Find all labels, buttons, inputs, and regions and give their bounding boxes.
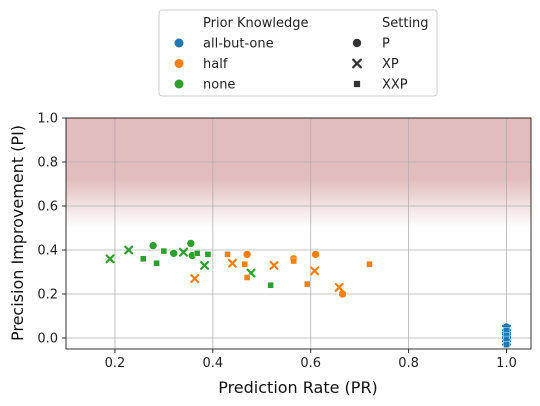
data-point-circle [170,249,178,257]
x-tick-label: 0.2 [105,356,126,371]
data-point-square [304,281,310,287]
y-axis-label: Precision Improvement (PI) [8,125,27,341]
performance-band [66,118,531,228]
legend-label-XXP: XXP [382,78,408,93]
y-tick-label: 0.8 [37,156,58,171]
legend-label-none: none [203,78,235,93]
y-tick-label: 0.4 [37,244,58,259]
data-point-square [268,282,274,288]
legend-swatch-all-but-one [175,39,184,48]
data-point-x [271,262,278,269]
legend: Prior Knowledge Setting all-but-one half n… [159,10,437,96]
data-point-square [291,258,297,264]
x-axis-label: Prediction Rate (PR) [218,378,378,397]
data-point-square [504,327,510,333]
x-tick-label: 0.4 [202,356,223,371]
data-point-circle [312,250,320,258]
data-point-square [504,342,510,348]
data-point-square [504,336,510,342]
data-points [107,239,511,347]
legend-swatch-none [175,80,184,89]
data-point-x [229,260,236,267]
legend-label-half: half [203,57,228,72]
data-point-x [201,262,208,269]
legend-title-prior-knowledge: Prior Knowledge [203,16,308,31]
data-point-circle [243,250,251,258]
data-point-square [161,248,167,254]
data-point-square [225,251,231,257]
y-tick-label: 0.2 [37,288,58,303]
data-point-x [311,268,318,275]
legend-label-P: P [382,37,390,52]
data-point-square [244,275,250,281]
x-tick-label: 0.6 [300,356,321,371]
series-half [191,250,372,298]
data-point-square [154,260,160,266]
legend-label-XP: XP [382,57,399,72]
data-point-circle [149,242,157,250]
legend-swatch-half [175,59,184,68]
data-point-square [194,250,200,256]
series-all-but-one [503,323,511,348]
data-point-x [191,275,198,282]
legend-label-all-but-one: all-but-one [203,37,274,52]
data-point-circle [187,239,195,247]
series-none [107,239,274,288]
legend-marker-P [353,39,362,48]
legend-marker-XXP [354,81,361,88]
data-point-square [242,261,248,267]
data-point-x [336,284,343,291]
legend-title-setting: Setting [382,16,429,31]
y-axis-ticks: 0.0 0.2 0.4 0.6 0.8 1.0 [37,112,66,347]
y-tick-label: 0.0 [37,332,58,347]
data-point-square [205,251,211,257]
x-tick-label: 1.0 [496,356,517,371]
x-tick-label: 0.8 [398,356,419,371]
x-axis-ticks: 0.2 0.4 0.6 0.8 1.0 [105,349,517,371]
data-point-square [366,261,372,267]
y-tick-label: 1.0 [37,112,58,127]
data-point-square [140,256,146,262]
data-point-x [107,255,114,262]
y-tick-label: 0.6 [37,200,58,215]
